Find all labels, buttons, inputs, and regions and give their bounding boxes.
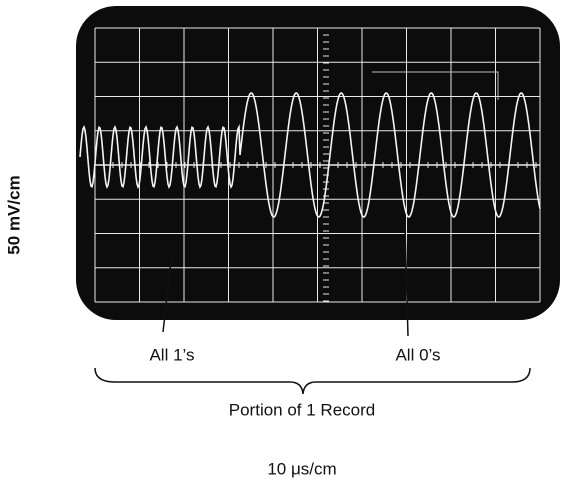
annotation: All 1’s <box>149 345 194 364</box>
leader-line <box>162 251 173 333</box>
brace <box>94 367 531 395</box>
waveform <box>79 92 541 218</box>
y-scale-label: 50 mV/cm <box>4 175 23 254</box>
trace-marker <box>372 71 499 100</box>
leader-line <box>404 225 409 337</box>
x-scale-label: 10 μs/cm <box>267 459 336 478</box>
annotation: All 0’s <box>395 345 440 364</box>
caption: Portion of 1 Record <box>229 400 375 419</box>
